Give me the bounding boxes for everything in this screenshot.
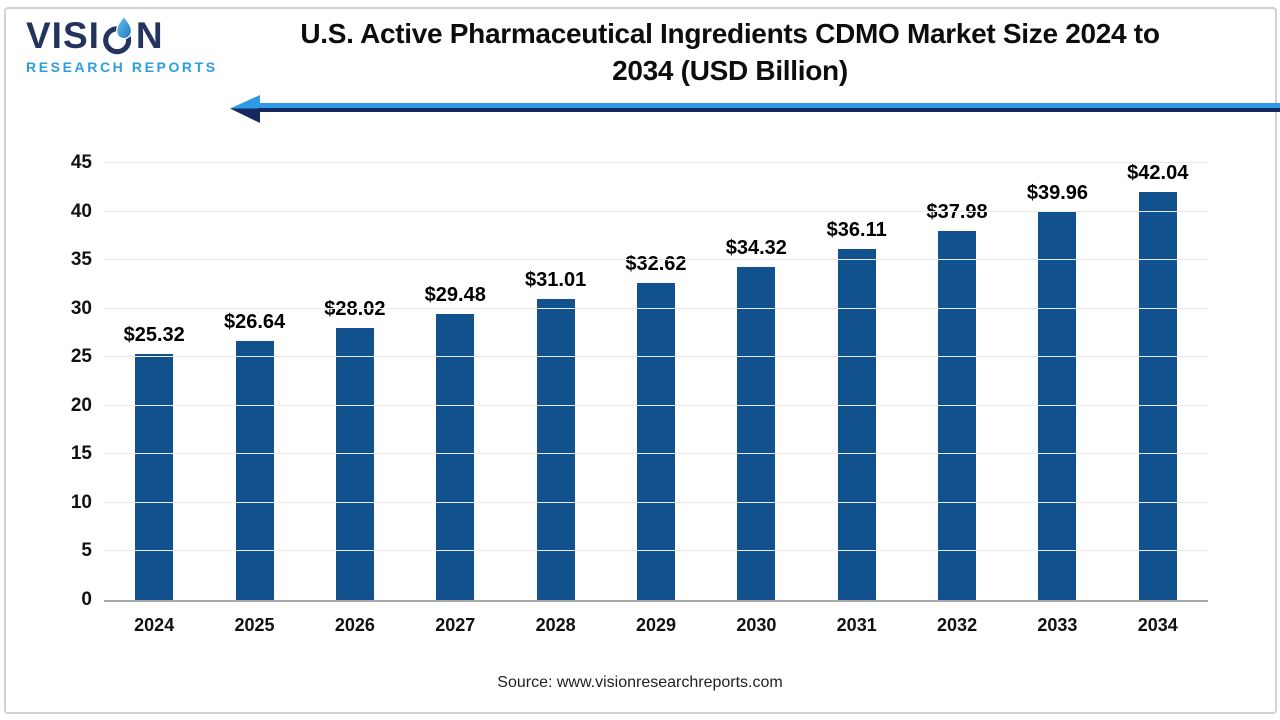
x-axis-tick-labels: 2024 2025 2026 2027 2028 2029 2030 2031 2032 2033… bbox=[104, 615, 1208, 636]
bar-slot: $39.96 bbox=[1007, 163, 1107, 600]
x-tick-label: 2030 bbox=[736, 615, 777, 635]
bar bbox=[1138, 191, 1177, 600]
bar-slot: $25.32 bbox=[104, 163, 204, 600]
bar bbox=[938, 231, 977, 600]
x-tick-label: 2034 bbox=[1137, 615, 1178, 635]
bar-slot: $32.62 bbox=[606, 163, 706, 600]
y-tick-label: 5 bbox=[81, 540, 92, 562]
y-tick-label: 20 bbox=[70, 394, 92, 416]
bars-container: $25.32 $26.64 $28.02 $29.48 $31.01 $32.62 $34.… bbox=[104, 161, 1208, 600]
y-tick-label: 0 bbox=[81, 589, 92, 610]
x-tick-label: 2025 bbox=[234, 615, 275, 635]
bar-slot: $28.02 bbox=[305, 163, 405, 600]
arrow-shaft-dark-line bbox=[258, 108, 1280, 112]
chart-title: U.S. Active Pharmaceutical Ingredients C… bbox=[150, 15, 1280, 89]
arrow-shaft bbox=[258, 103, 1280, 112]
bar-value-label: $42.04 bbox=[1127, 161, 1189, 184]
x-tick-label: 2026 bbox=[334, 615, 375, 635]
x-tick-label: 2024 bbox=[134, 615, 175, 635]
gridline bbox=[104, 210, 1208, 212]
x-tick-label: 2033 bbox=[1037, 615, 1078, 635]
bar-slot: $37.98 bbox=[907, 163, 1007, 600]
bar-slot: $31.01 bbox=[505, 163, 605, 600]
brand-logo-wordmark: VISI N bbox=[26, 16, 226, 56]
y-tick-label: 40 bbox=[70, 200, 92, 222]
bar bbox=[235, 341, 274, 600]
x-tick-label: 2032 bbox=[937, 615, 978, 635]
gridline bbox=[104, 356, 1208, 358]
bar-value-label: $31.01 bbox=[525, 268, 587, 291]
bar-slot: $36.11 bbox=[807, 163, 907, 600]
brand-logo-text-left: VISI bbox=[26, 15, 100, 56]
plot-area: $25.32 $26.64 $28.02 $29.48 $31.01 $32.62 $34.… bbox=[104, 161, 1208, 602]
bar bbox=[135, 354, 174, 600]
water-drop-o-icon bbox=[103, 16, 132, 55]
bar-slot: $34.32 bbox=[706, 163, 806, 600]
x-tick-label: 2029 bbox=[635, 615, 676, 635]
x-tick-label: 2027 bbox=[435, 615, 476, 635]
bar-slot: $26.64 bbox=[204, 163, 304, 600]
gridline bbox=[104, 550, 1208, 552]
bar-slot: $29.48 bbox=[405, 163, 505, 600]
x-tick-label: 2031 bbox=[836, 615, 877, 635]
gridline bbox=[104, 453, 1208, 455]
gridline bbox=[104, 404, 1208, 406]
brand-logo-text-right: N bbox=[135, 15, 164, 56]
gridline bbox=[104, 501, 1208, 503]
brand-logo-subtitle: RESEARCH REPORTS bbox=[26, 59, 218, 75]
chart-title-line1: U.S. Active Pharmaceutical Ingredients C… bbox=[300, 18, 1160, 49]
bar-value-label: $29.48 bbox=[424, 283, 486, 306]
y-tick-label: 10 bbox=[70, 491, 92, 513]
bar-slot: $42.04 bbox=[1108, 161, 1208, 600]
bar bbox=[837, 249, 876, 600]
bar-value-label: $25.32 bbox=[123, 324, 185, 347]
left-arrow-icon bbox=[230, 95, 260, 123]
y-tick-label: 45 bbox=[70, 152, 92, 173]
title-underline-arrow bbox=[230, 94, 1280, 124]
y-axis-tick-labels: 0 5 10 15 20 25 30 35 40 45 bbox=[40, 152, 92, 610]
bar-value-label: $28.02 bbox=[324, 297, 386, 320]
chart-title-line2: 2034 (USD Billion) bbox=[612, 55, 848, 86]
y-tick-label: 30 bbox=[70, 297, 92, 319]
bar-value-label: $26.64 bbox=[223, 311, 286, 334]
bar bbox=[536, 298, 575, 600]
bar bbox=[335, 327, 374, 600]
brand-logo: VISI N RESEARCH REPORTS bbox=[26, 16, 226, 76]
bar-value-label: $34.32 bbox=[725, 236, 787, 259]
gridline bbox=[104, 307, 1208, 309]
bar bbox=[436, 313, 475, 600]
bar bbox=[1038, 211, 1077, 600]
source-text: Source: www.visionresearchreports.com bbox=[497, 674, 783, 691]
y-tick-label: 25 bbox=[70, 346, 92, 368]
bar bbox=[737, 266, 776, 600]
bar-value-label: $36.11 bbox=[826, 219, 887, 242]
gridline bbox=[104, 259, 1208, 261]
bar bbox=[636, 283, 675, 600]
bar-value-label: $37.98 bbox=[926, 201, 988, 224]
bar-value-label: $39.96 bbox=[1026, 181, 1088, 204]
x-tick-label: 2028 bbox=[535, 615, 576, 635]
gridline bbox=[104, 162, 1208, 163]
arrow-shaft-light-line bbox=[258, 103, 1280, 108]
y-tick-label: 15 bbox=[70, 443, 92, 465]
bar-value-label: $32.62 bbox=[625, 253, 687, 276]
bar-chart: 0 5 10 15 20 25 30 35 40 45 $25.32 $26.64 $28.02 $29… bbox=[0, 140, 1280, 660]
y-tick-label: 35 bbox=[70, 249, 92, 271]
